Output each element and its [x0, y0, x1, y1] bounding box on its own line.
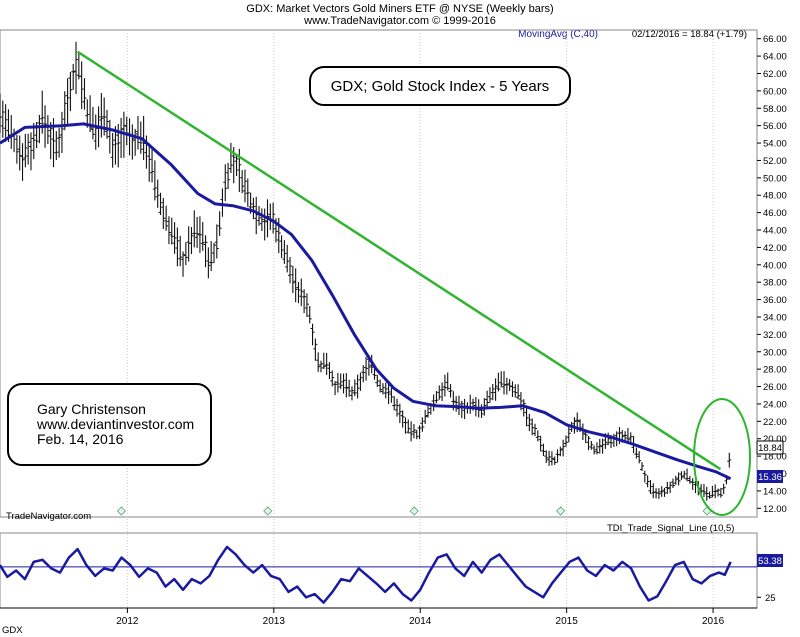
indicator-series-line — [0, 545, 732, 604]
author-date: Feb. 14, 2016 — [37, 431, 124, 447]
y-tick-label: 50.00 — [763, 173, 787, 184]
indicator-tick-label: 25 — [765, 593, 776, 604]
author-website: www.deviantinvestor.com — [36, 416, 194, 432]
trendline — [76, 50, 722, 471]
x-tick-label: 2012 — [116, 616, 139, 627]
event-marker — [409, 506, 419, 516]
y-tick-label: 54.00 — [763, 139, 787, 150]
y-tick-label: 22.00 — [763, 417, 787, 428]
price-badge-box — [756, 440, 784, 455]
y-tick-label: 36.00 — [763, 295, 787, 306]
y-tick-label: 52.00 — [763, 156, 787, 167]
price-grid — [116, 30, 714, 608]
event-marker — [556, 506, 566, 516]
y-tick-label: 28.00 — [763, 365, 787, 376]
price-y-axis: 12.0014.0016.0018.0020.0022.0024.0026.00… — [757, 34, 787, 515]
indicator-y-axis: 25 — [757, 593, 776, 604]
highlight-ellipse — [693, 398, 751, 516]
moving-average-line — [0, 122, 732, 481]
y-tick-label: 42.00 — [763, 243, 787, 254]
moving-avg-value: 02/12/2016 = 18.84 (+1.79) — [632, 29, 747, 40]
y-tick-label: 60.00 — [763, 86, 787, 97]
y-tick-label: 20.00 — [763, 434, 787, 445]
indicator-badge-box — [757, 554, 783, 567]
x-tick-label: 2013 — [263, 616, 286, 627]
indicator-label: TDI_Trade_Signal_Line (10,5) — [607, 523, 734, 534]
moving-avg-label: MovingAvg (C,40) — [518, 29, 598, 40]
y-tick-label: 48.00 — [763, 191, 787, 202]
y-tick-label: 34.00 — [763, 312, 787, 323]
x-tick-label: 2016 — [702, 616, 725, 627]
y-tick-label: 56.00 — [763, 121, 787, 132]
chart-title: GDX: Market Vectors Gold Miners ETF @ NY… — [246, 3, 553, 15]
author-annotation-box — [7, 383, 212, 466]
y-tick-label: 44.00 — [763, 226, 787, 237]
y-tick-label: 18.00 — [763, 452, 787, 463]
title-annotation-box — [309, 66, 571, 106]
y-tick-label: 30.00 — [763, 347, 787, 358]
y-tick-label: 62.00 — [763, 69, 787, 80]
price-bars — [0, 41, 732, 501]
event-marker — [116, 506, 126, 516]
x-tick-label: 2014 — [409, 616, 432, 627]
symbol-label: GDX — [2, 625, 23, 636]
y-tick-label: 26.00 — [763, 382, 787, 393]
watermark: TradeNavigator.com — [6, 511, 91, 522]
price-badge: 18.84 — [758, 443, 782, 454]
event-marker — [263, 506, 273, 516]
y-tick-label: 66.00 — [763, 34, 787, 45]
ma-badge: 15.36 — [758, 472, 782, 483]
y-tick-label: 12.00 — [763, 504, 787, 515]
y-tick-label: 58.00 — [763, 104, 787, 115]
indicator-line — [0, 545, 757, 604]
y-tick-label: 14.00 — [763, 486, 787, 497]
x-tick-label: 2015 — [556, 616, 579, 627]
y-tick-label: 24.00 — [763, 399, 787, 410]
trendline-segment — [76, 50, 722, 471]
ma-badge-box — [757, 470, 783, 483]
indicator-badge: 53.38 — [758, 556, 782, 567]
x-axis: 2012 2013 2014 2015 2016 — [0, 607, 757, 627]
author-name: Gary Christenson — [37, 401, 146, 417]
chart-copyright: www.TradeNavigator.com © 1999-2016 — [303, 15, 496, 27]
y-tick-label: 64.00 — [763, 52, 787, 63]
title-annotation: GDX; Gold Stock Index - 5 Years — [331, 78, 549, 95]
y-tick-label: 38.00 — [763, 278, 787, 289]
y-tick-label: 46.00 — [763, 208, 787, 219]
y-tick-label: 32.00 — [763, 330, 787, 341]
moving-average — [0, 122, 732, 481]
price-panel-frame — [0, 29, 758, 518]
y-tick-label: 40.00 — [763, 260, 787, 271]
